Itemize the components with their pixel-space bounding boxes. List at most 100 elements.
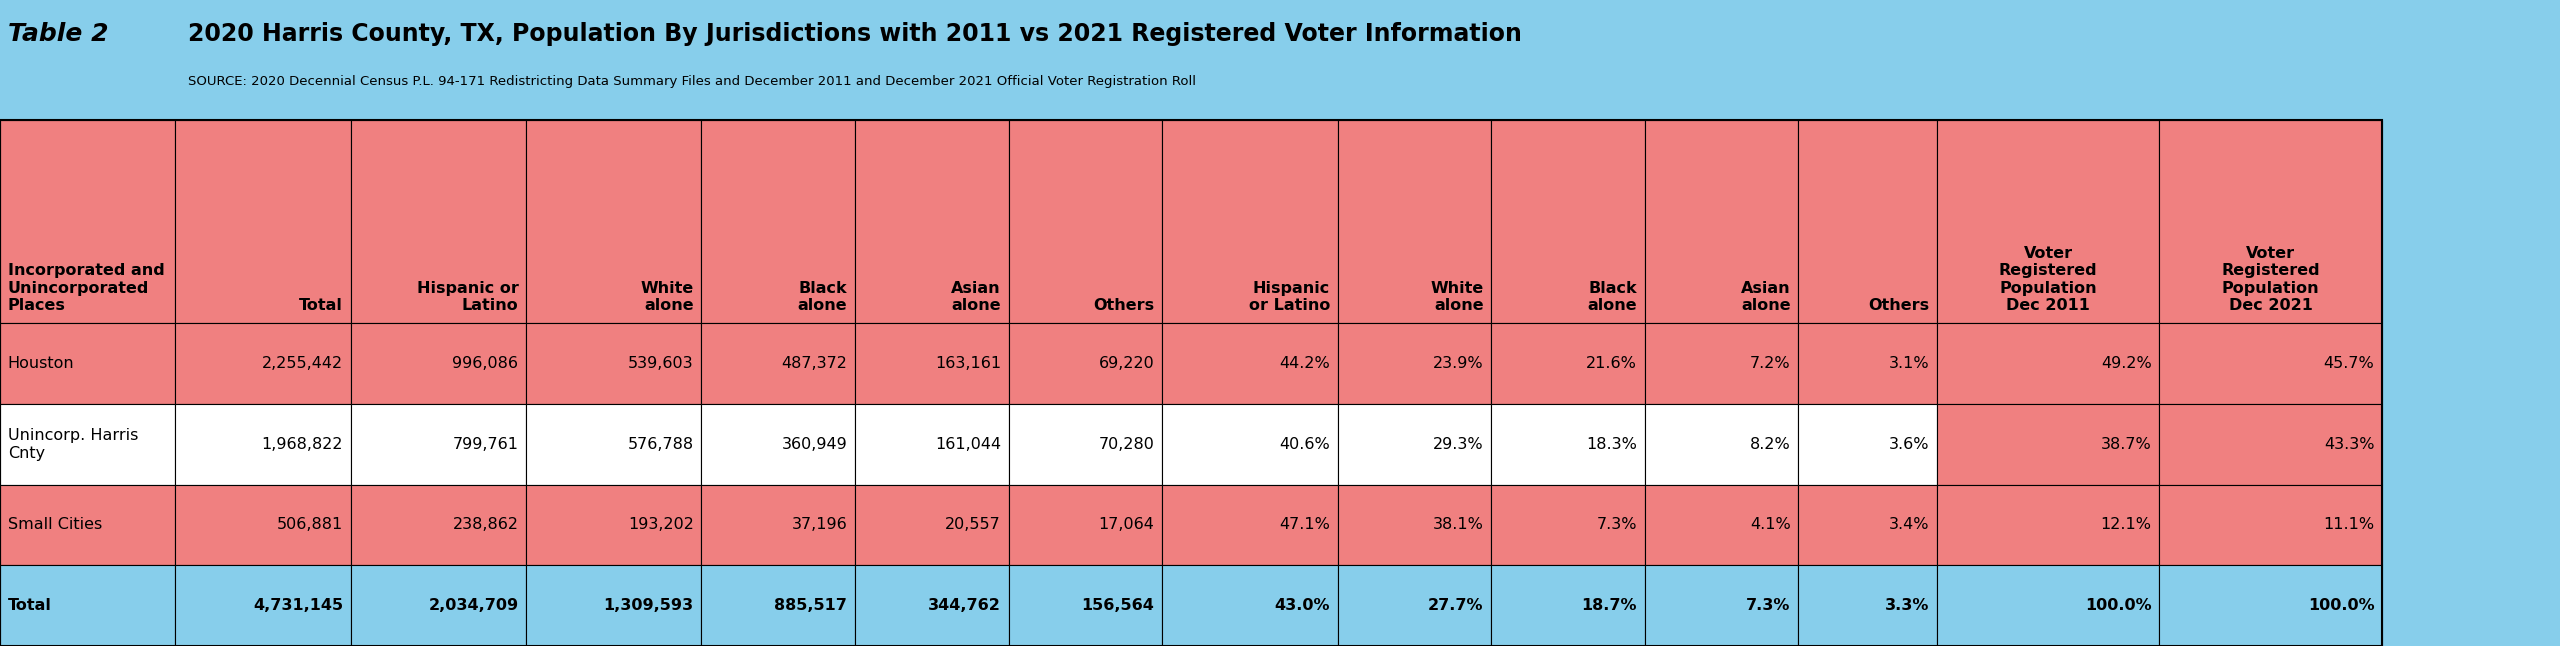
Text: 23.9%: 23.9% — [1434, 356, 1485, 371]
Bar — [0, 404, 174, 484]
Text: Total: Total — [300, 298, 343, 313]
Bar — [2161, 484, 2383, 565]
Text: SOURCE: 2020 Decennial Census P.L. 94-171 Redistricting Data Summary Files and D: SOURCE: 2020 Decennial Census P.L. 94-17… — [189, 75, 1196, 88]
Text: 12.1%: 12.1% — [2102, 517, 2153, 532]
Text: 996,086: 996,086 — [453, 356, 520, 371]
Bar — [351, 404, 527, 484]
Bar — [1336, 404, 1490, 484]
Text: 44.2%: 44.2% — [1280, 356, 1331, 371]
Bar — [1938, 120, 2161, 323]
Text: 4.1%: 4.1% — [1751, 517, 1792, 532]
Text: Unincorp. Harris
Cnty: Unincorp. Harris Cnty — [8, 428, 138, 461]
Bar — [1800, 404, 1938, 484]
Bar — [1162, 484, 1336, 565]
Text: 43.3%: 43.3% — [2324, 437, 2376, 452]
Text: 18.7%: 18.7% — [1582, 598, 1638, 613]
Bar — [1162, 323, 1336, 404]
Text: 38.7%: 38.7% — [2102, 437, 2153, 452]
Bar — [1800, 120, 1938, 323]
Bar — [1490, 120, 1646, 323]
Text: 539,603: 539,603 — [627, 356, 694, 371]
Bar — [1646, 120, 1800, 323]
Text: Black
alone: Black alone — [1587, 281, 1638, 313]
Bar — [527, 323, 701, 404]
Bar — [174, 484, 351, 565]
Text: 37,196: 37,196 — [791, 517, 847, 532]
Text: 2020 Harris County, TX, Population By Jurisdictions with 2011 vs 2021 Registered: 2020 Harris County, TX, Population By Ju… — [189, 21, 1523, 46]
Bar — [855, 120, 1009, 323]
Text: Hispanic or
Latino: Hispanic or Latino — [417, 281, 520, 313]
Bar — [1336, 120, 1490, 323]
Bar — [0, 0, 2383, 120]
Bar — [855, 404, 1009, 484]
Bar — [0, 323, 174, 404]
Text: 70,280: 70,280 — [1098, 437, 1155, 452]
Text: 576,788: 576,788 — [627, 437, 694, 452]
Text: 238,862: 238,862 — [453, 517, 520, 532]
Bar — [1009, 120, 1162, 323]
Bar — [527, 120, 701, 323]
Bar — [1162, 404, 1336, 484]
Text: 193,202: 193,202 — [627, 517, 694, 532]
Bar — [351, 484, 527, 565]
Bar — [0, 484, 174, 565]
Text: 156,564: 156,564 — [1083, 598, 1155, 613]
Bar — [1336, 484, 1490, 565]
Bar — [174, 120, 351, 323]
Text: Small Cities: Small Cities — [8, 517, 102, 532]
Bar — [701, 120, 855, 323]
Text: 7.3%: 7.3% — [1597, 517, 1638, 532]
Text: Table 2: Table 2 — [8, 21, 108, 46]
Text: 100.0%: 100.0% — [2307, 598, 2376, 613]
Bar — [2161, 565, 2383, 646]
Bar — [174, 323, 351, 404]
Text: 43.0%: 43.0% — [1275, 598, 1331, 613]
Bar — [1938, 323, 2161, 404]
Bar — [1336, 565, 1490, 646]
Text: 799,761: 799,761 — [453, 437, 520, 452]
Text: 18.3%: 18.3% — [1587, 437, 1638, 452]
Bar — [1162, 565, 1336, 646]
Text: Voter
Registered
Population
Dec 2021: Voter Registered Population Dec 2021 — [2222, 246, 2319, 313]
Text: 163,161: 163,161 — [934, 356, 1001, 371]
Bar — [1490, 404, 1646, 484]
Text: Others: Others — [1093, 298, 1155, 313]
Text: 506,881: 506,881 — [276, 517, 343, 532]
Text: 69,220: 69,220 — [1098, 356, 1155, 371]
Text: 45.7%: 45.7% — [2324, 356, 2376, 371]
Text: 27.7%: 27.7% — [1428, 598, 1485, 613]
Text: 49.2%: 49.2% — [2102, 356, 2153, 371]
Text: 20,557: 20,557 — [945, 517, 1001, 532]
Bar — [351, 565, 527, 646]
Bar — [855, 565, 1009, 646]
Bar — [701, 404, 855, 484]
Text: White
alone: White alone — [640, 281, 694, 313]
Bar — [1646, 565, 1800, 646]
Bar — [1009, 484, 1162, 565]
Bar — [1938, 404, 2161, 484]
Bar — [1646, 404, 1800, 484]
Text: Incorporated and
Unincorporated
Places: Incorporated and Unincorporated Places — [8, 264, 164, 313]
Bar — [1800, 565, 1938, 646]
Bar — [1490, 323, 1646, 404]
Text: 360,949: 360,949 — [781, 437, 847, 452]
Text: 1,968,822: 1,968,822 — [261, 437, 343, 452]
Text: 100.0%: 100.0% — [2084, 598, 2153, 613]
Text: Asian
alone: Asian alone — [952, 281, 1001, 313]
Text: 487,372: 487,372 — [781, 356, 847, 371]
Text: 344,762: 344,762 — [929, 598, 1001, 613]
Bar — [1009, 565, 1162, 646]
Bar — [1938, 565, 2161, 646]
Text: 7.2%: 7.2% — [1751, 356, 1792, 371]
Bar — [1490, 484, 1646, 565]
Text: 1,309,593: 1,309,593 — [604, 598, 694, 613]
Bar — [701, 323, 855, 404]
Text: 3.1%: 3.1% — [1889, 356, 1930, 371]
Bar — [1009, 404, 1162, 484]
Text: Asian
alone: Asian alone — [1741, 281, 1792, 313]
Text: 885,517: 885,517 — [776, 598, 847, 613]
Bar — [351, 323, 527, 404]
Text: 38.1%: 38.1% — [1434, 517, 1485, 532]
Bar — [527, 565, 701, 646]
Bar — [1800, 484, 1938, 565]
